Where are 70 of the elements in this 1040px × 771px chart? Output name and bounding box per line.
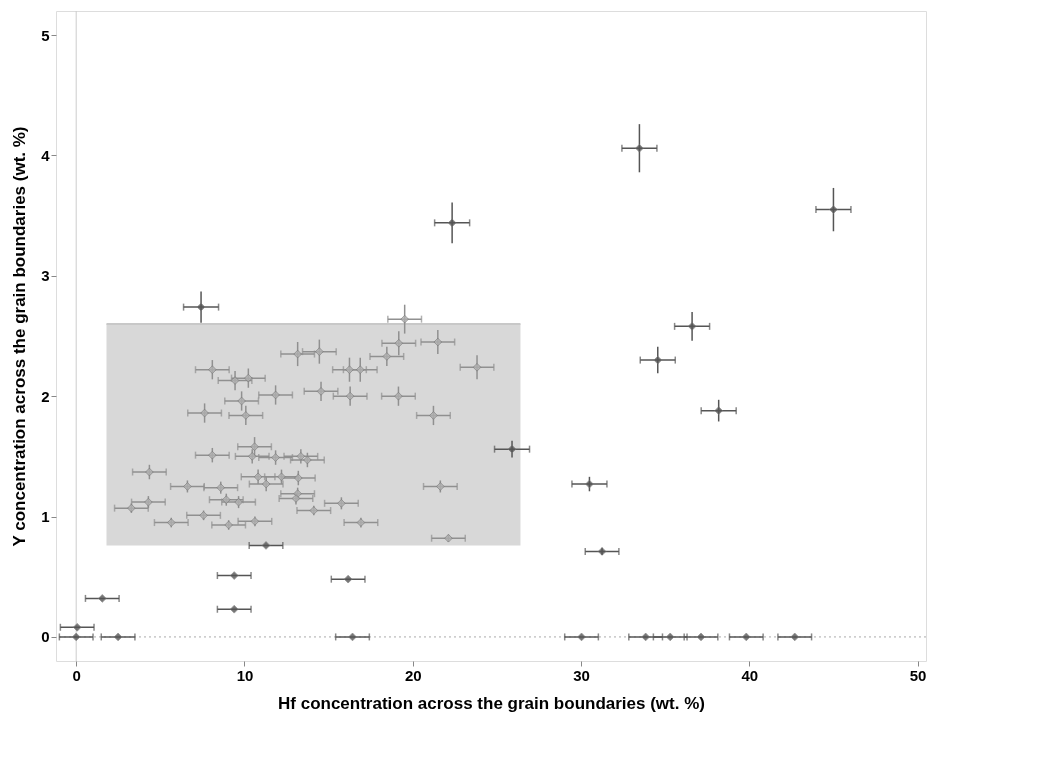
y-axis-title: Y concentration across the grain boundaries (wt. %) [10,126,30,547]
point [585,479,594,489]
x-tick-label: 10 [236,666,254,684]
point [208,450,217,460]
point [433,337,443,347]
point [216,483,226,492]
point [641,632,650,642]
point [687,322,697,331]
point [355,365,365,374]
point [229,604,239,614]
x-tick-label: 50 [909,666,927,684]
point [293,349,302,359]
point [291,494,301,503]
point [247,452,257,461]
point [348,632,357,642]
point [400,314,409,324]
point [261,541,271,550]
point [72,623,82,632]
point [244,373,253,383]
point [296,452,306,461]
point [167,518,176,527]
point [345,365,354,374]
point [577,632,586,642]
point [316,387,326,396]
point [237,396,246,406]
point [829,205,838,214]
point [200,408,209,418]
y-tick-label: 3 [41,267,50,285]
point [394,391,403,401]
x-tick-label: 40 [741,666,759,684]
point [345,391,355,401]
point [447,218,457,228]
y-tick-label: 5 [41,26,50,44]
point [714,406,723,415]
point [315,347,324,356]
y-tick-label: 1 [41,508,50,526]
point [241,411,251,420]
point [271,390,280,400]
point [394,338,404,348]
point [196,302,206,312]
point [250,442,259,452]
x-tick-label: 20 [404,666,422,684]
point [382,352,392,361]
point [253,472,263,482]
x-axis-title: Hf concentration across the grain boundaries (wt. %) [278,693,705,713]
point [250,517,260,526]
point [665,632,675,642]
point [742,632,751,642]
point [208,365,217,374]
point [790,632,800,642]
y-tick-label: 2 [41,387,50,405]
point [230,376,240,385]
point [261,479,271,489]
y-tick-label: 4 [41,146,51,164]
point [507,444,517,454]
point [229,571,239,580]
x-tick-label: 0 [72,666,81,684]
point [472,363,482,372]
point [635,143,644,153]
point [597,547,607,556]
point [653,355,663,365]
x-tick-label: 30 [573,666,590,684]
point [71,632,81,642]
point [271,453,280,462]
point [98,594,107,603]
point [429,411,438,420]
point [356,518,366,527]
point [343,574,353,584]
point [309,506,319,515]
y-tick-label: 0 [41,628,50,646]
